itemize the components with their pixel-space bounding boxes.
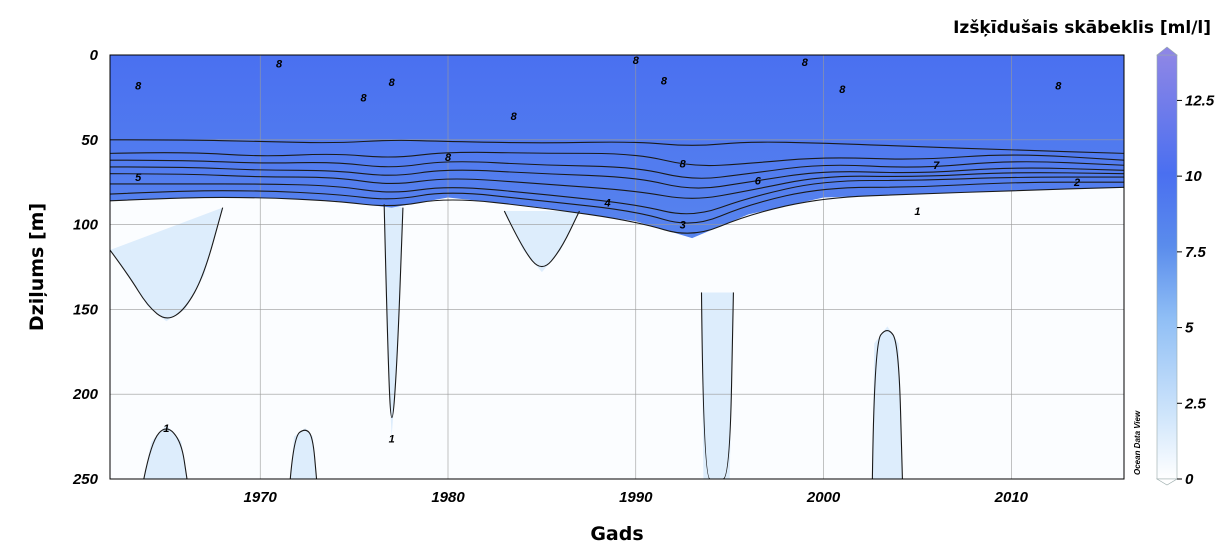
x-axis-ticks: 1970 1980 1990 2000 2010: [244, 489, 1029, 506]
contour-line-level-6: [110, 159, 1124, 179]
contour-label: 1: [163, 423, 169, 435]
contour-line-level-1: [503, 210, 580, 268]
contour-labels: 8 8 8 8 8 8 8 8 8 8 8 8 7 6 5 4 3 2 1 1 1: [135, 55, 1080, 445]
low-oxygen-patch: [143, 424, 187, 479]
contour-line-level-3: [110, 176, 1124, 215]
colorbar-top-arrow: [1156, 46, 1178, 56]
contour-label: 8: [389, 77, 396, 89]
contour-label: 7: [933, 160, 940, 172]
contour-label: 8: [680, 159, 687, 171]
contour-label: 4: [604, 198, 611, 210]
contour-label: 1: [389, 433, 395, 445]
colorbar-tick-label: 2.5: [1184, 395, 1207, 412]
colorbar-title: Izšķīdušais skābeklis [ml/l]: [953, 18, 1211, 38]
colorbar-gradient: [1156, 54, 1178, 480]
contour-line-level-4: [110, 172, 1124, 199]
y-tick-label: 0: [90, 47, 99, 64]
colorbar-tick-label: 0: [1185, 471, 1194, 488]
colorbar-tick-label: 7.5: [1185, 244, 1207, 261]
contour-line-level-1: [383, 204, 404, 419]
contour-label: 8: [445, 152, 452, 164]
y-axis-ticks: 0 50 100 150 200 250: [72, 47, 99, 488]
y-tick-label: 100: [73, 217, 99, 234]
plot-frame: [109, 54, 1125, 480]
y-tick-label: 200: [72, 386, 99, 403]
colorbar-ticks: 0 2.5 5 7.5 10 12.5: [1177, 92, 1215, 488]
contour-line-level-1: [700, 292, 734, 479]
x-tick-label: 2000: [806, 489, 841, 506]
deep-water-patches: [110, 204, 903, 479]
low-oxygen-patch: [290, 428, 317, 479]
low-oxygen-patch: [110, 207, 223, 322]
ocean-data-view-watermark: Ocean Data View: [1133, 410, 1142, 475]
contour-lines: [110, 139, 1124, 479]
contour-label: 1: [914, 206, 920, 218]
contour-label: 8: [135, 81, 142, 93]
contour-line-level-1: [143, 428, 188, 479]
contour-label: 8: [802, 57, 809, 69]
low-oxygen-patch: [701, 292, 734, 479]
contour-line-level-8: [110, 139, 1124, 154]
contour-line-level-1: [110, 207, 224, 319]
low-oxygen-patch: [872, 326, 903, 479]
x-tick-label: 2010: [994, 489, 1029, 506]
y-tick-label: 250: [72, 471, 99, 488]
contour-label: 8: [839, 84, 846, 96]
colorbar-bottom-arrow: [1155, 478, 1179, 486]
contour-label: 6: [755, 176, 762, 188]
colorbar: 0 2.5 5 7.5 10 12.5 Izšķīdušais skābeklis [ml…: [953, 18, 1215, 488]
x-tick-label: 1990: [619, 489, 653, 506]
contour-label: 8: [360, 92, 367, 104]
contour-line-level-2: [110, 181, 1124, 224]
contour-line-level-1: [871, 330, 903, 479]
colorbar-tick-label: 12.5: [1185, 92, 1215, 109]
contour-label: 8: [276, 58, 283, 70]
contour-label: 8: [1055, 81, 1062, 93]
y-tick-label: 150: [73, 301, 99, 318]
contour-label: 3: [680, 220, 686, 232]
contour-line-level-1: [289, 429, 318, 479]
contour-line-level-1: [110, 186, 1124, 234]
contour-label: 8: [633, 55, 640, 67]
x-axis-title: Gads: [590, 523, 643, 545]
contour-label: 5: [135, 172, 142, 184]
low-oxygen-patch: [504, 211, 580, 273]
x-tick-label: 1970: [244, 489, 278, 506]
oxygen-rich-surface-layer: [110, 55, 1124, 239]
colorbar-tick-label: 5: [1185, 320, 1194, 337]
x-tick-label: 1980: [431, 489, 465, 506]
plot-area: 8 8 8 8 8 8 8 8 8 8 8 8 7 6 5 4 3 2 1 1 1 Ocean Data View: [109, 54, 1142, 480]
y-axis-title: Dziļums [m]: [26, 203, 48, 331]
contour-label: 8: [511, 111, 518, 123]
colorbar-tick-label: 10: [1185, 168, 1202, 185]
contour-line-level-5: [110, 166, 1124, 189]
y-tick-label: 50: [81, 132, 98, 149]
contour-label: 2: [1073, 177, 1080, 189]
contour-label: 8: [661, 75, 668, 87]
contour-line-level-7: [110, 151, 1124, 167]
